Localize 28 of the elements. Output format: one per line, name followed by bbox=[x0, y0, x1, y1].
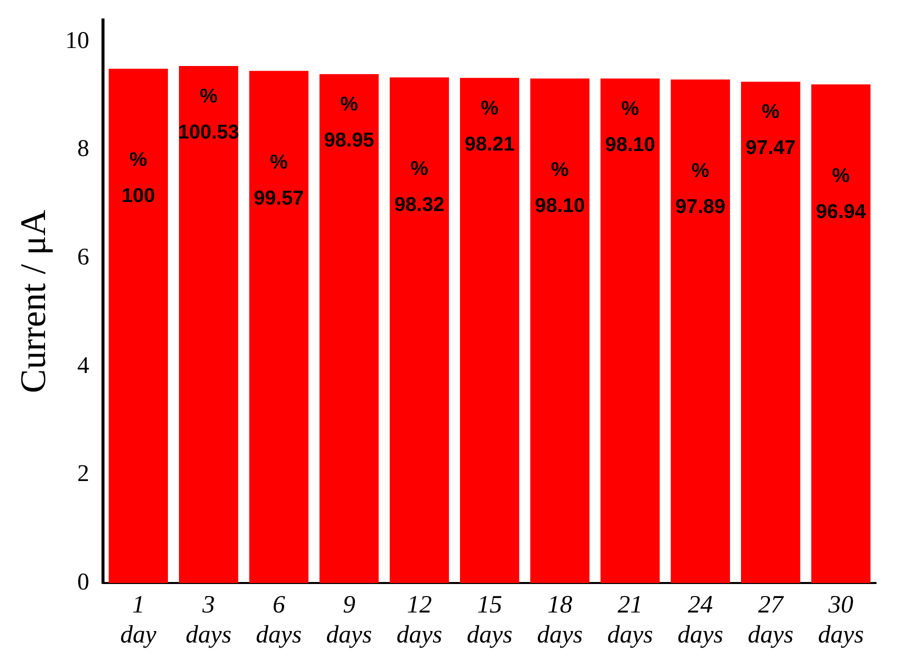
annotation: % 98.10 bbox=[534, 158, 585, 217]
annotation: % 97.89 bbox=[675, 160, 726, 218]
y-tick-label: 2 bbox=[77, 461, 90, 488]
x-tick-label: 24 days bbox=[677, 592, 724, 649]
annotation: % 97.47 bbox=[746, 101, 796, 160]
annotation: % 98.32 bbox=[394, 158, 444, 216]
y-tick-label: 6 bbox=[77, 244, 90, 270]
annotation: % 100 bbox=[122, 149, 156, 208]
x-tick-label: 9 days bbox=[326, 592, 372, 649]
annotation: % 98.10 bbox=[605, 98, 656, 156]
y-tick-label: 8 bbox=[77, 136, 90, 162]
x-tick-label: 12 days bbox=[396, 592, 442, 649]
x-tick-label: 1 day bbox=[120, 592, 158, 649]
x-tick-label: 3 days bbox=[186, 592, 232, 649]
annotation: % 96.94 bbox=[816, 164, 867, 223]
x-tick-label: 30 days bbox=[818, 592, 864, 649]
y-axis-title: Current / μA bbox=[13, 210, 54, 394]
x-tick-label: 27 days bbox=[748, 592, 794, 649]
x-tick-label: 21 days bbox=[607, 592, 654, 649]
y-tick-label: 0 bbox=[77, 569, 90, 596]
annotation: % 98.21 bbox=[464, 97, 515, 156]
y-tick-label: 4 bbox=[77, 352, 90, 379]
x-tick-label: 6 days bbox=[256, 592, 302, 649]
x-tick-label: 18 days bbox=[536, 592, 583, 649]
x-tick-label: 15 days bbox=[466, 592, 513, 649]
annotation: % 98.95 bbox=[324, 94, 374, 152]
y-tick-label: 10 bbox=[65, 28, 90, 54]
annotation: % 99.57 bbox=[254, 151, 304, 210]
